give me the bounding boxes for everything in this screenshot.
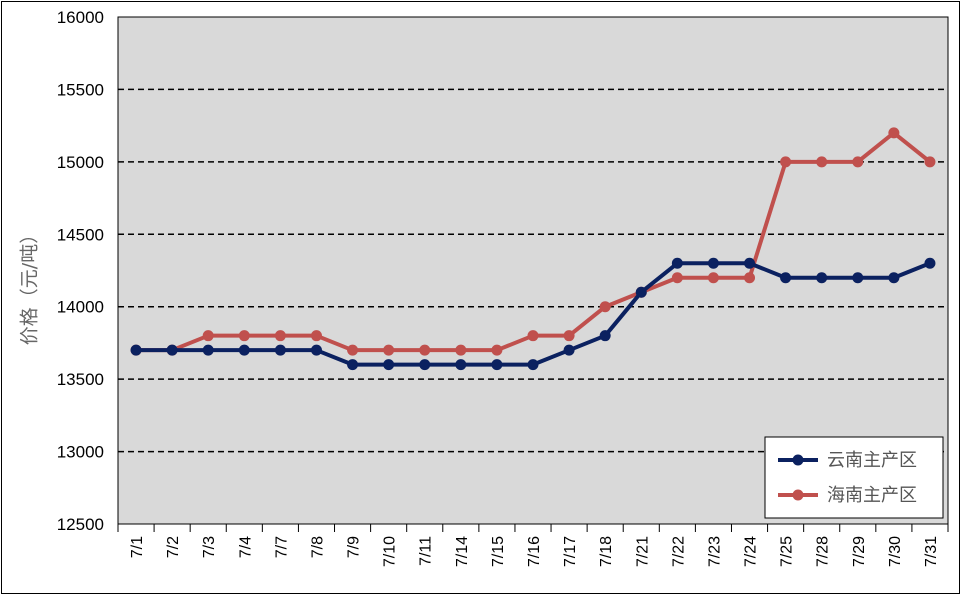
x-tick-label: 7/30 xyxy=(887,536,904,567)
data-point xyxy=(924,156,936,168)
data-point xyxy=(202,344,214,356)
x-tick-label: 7/16 xyxy=(526,536,543,567)
data-point xyxy=(744,257,756,269)
series-0 xyxy=(130,257,936,371)
series-layer xyxy=(130,127,936,371)
x-tick-label: 7/10 xyxy=(382,536,399,567)
data-point xyxy=(491,359,503,371)
data-point xyxy=(274,344,286,356)
y-tick-label: 15000 xyxy=(57,153,104,172)
data-point xyxy=(347,344,359,356)
data-point xyxy=(888,127,900,139)
data-point xyxy=(671,257,683,269)
x-tick-label: 7/7 xyxy=(273,536,290,558)
data-point xyxy=(455,344,467,356)
data-point xyxy=(130,344,142,356)
data-point xyxy=(166,344,178,356)
data-point xyxy=(671,272,683,284)
data-point xyxy=(599,330,611,342)
data-point xyxy=(202,330,214,342)
data-point xyxy=(780,272,792,284)
data-point xyxy=(635,286,647,298)
data-point xyxy=(707,257,719,269)
x-tick-label: 7/9 xyxy=(346,536,363,558)
data-point xyxy=(852,156,864,168)
x-tick-label: 7/17 xyxy=(562,536,579,567)
y-tick-label: 16000 xyxy=(57,8,104,27)
legend-label-hainan: 海南主产区 xyxy=(827,485,917,506)
data-point xyxy=(744,272,756,284)
data-point xyxy=(707,272,719,284)
data-point xyxy=(419,359,431,371)
y-tick-label: 14500 xyxy=(57,225,104,244)
y-axis-ticks: 12500 13000 13500 14000 14500 15000 15500 16000 xyxy=(57,8,104,534)
x-tick-label: 7/1 xyxy=(129,536,146,558)
data-point xyxy=(888,272,900,284)
data-point xyxy=(527,330,539,342)
data-point xyxy=(347,359,359,371)
x-tick-label: 7/22 xyxy=(670,536,687,567)
data-point xyxy=(852,272,864,284)
data-point xyxy=(816,272,828,284)
x-tick-label: 7/4 xyxy=(237,536,254,558)
x-tick-label: 7/11 xyxy=(418,536,435,566)
x-tick-label: 7/3 xyxy=(201,536,218,558)
y-tick-label: 14000 xyxy=(57,298,104,317)
data-point xyxy=(238,344,250,356)
x-tick-label: 7/15 xyxy=(490,536,507,567)
data-point xyxy=(563,330,575,342)
x-tick-label: 7/23 xyxy=(706,536,723,567)
data-point xyxy=(238,330,250,342)
legend-marker-hainan xyxy=(792,489,804,501)
data-point xyxy=(419,344,431,356)
data-point xyxy=(527,359,539,371)
x-axis-ticks: 7/1 7/2 7/3 7/4 7/7 7/8 7/9 7/10 7/11 7/14 7/15 7/1… xyxy=(117,524,949,567)
x-tick-label: 7/31 xyxy=(923,536,940,567)
x-tick-label: 7/29 xyxy=(851,536,868,567)
data-point xyxy=(816,156,828,168)
legend: 云南主产区 海南主产区 xyxy=(764,436,944,519)
y-axis-label: 价格（元/吨） xyxy=(19,225,41,345)
y-tick-label: 13000 xyxy=(57,443,104,462)
y-tick-label: 15500 xyxy=(57,80,104,99)
data-point xyxy=(491,344,503,356)
x-tick-label: 7/21 xyxy=(634,536,651,567)
x-tick-label: 7/2 xyxy=(165,536,182,558)
legend-marker-yunnan xyxy=(792,454,804,466)
x-tick-label: 7/25 xyxy=(779,536,796,567)
x-tick-label: 7/24 xyxy=(743,536,760,567)
data-point xyxy=(274,330,286,342)
legend-label-yunnan: 云南主产区 xyxy=(827,450,917,471)
y-tick-label: 13500 xyxy=(57,370,104,389)
data-point xyxy=(383,359,395,371)
data-point xyxy=(599,301,611,313)
data-point xyxy=(383,344,395,356)
data-point xyxy=(780,156,792,168)
x-tick-label: 7/18 xyxy=(598,536,615,567)
x-tick-label: 7/8 xyxy=(309,536,326,558)
x-tick-label: 7/14 xyxy=(454,536,471,567)
y-tick-label: 12500 xyxy=(57,515,104,534)
x-tick-label: 7/28 xyxy=(815,536,832,567)
legend-box xyxy=(764,436,944,519)
data-point xyxy=(563,344,575,356)
data-point xyxy=(924,257,936,269)
data-point xyxy=(310,344,322,356)
data-point xyxy=(455,359,467,371)
data-point xyxy=(310,330,322,342)
